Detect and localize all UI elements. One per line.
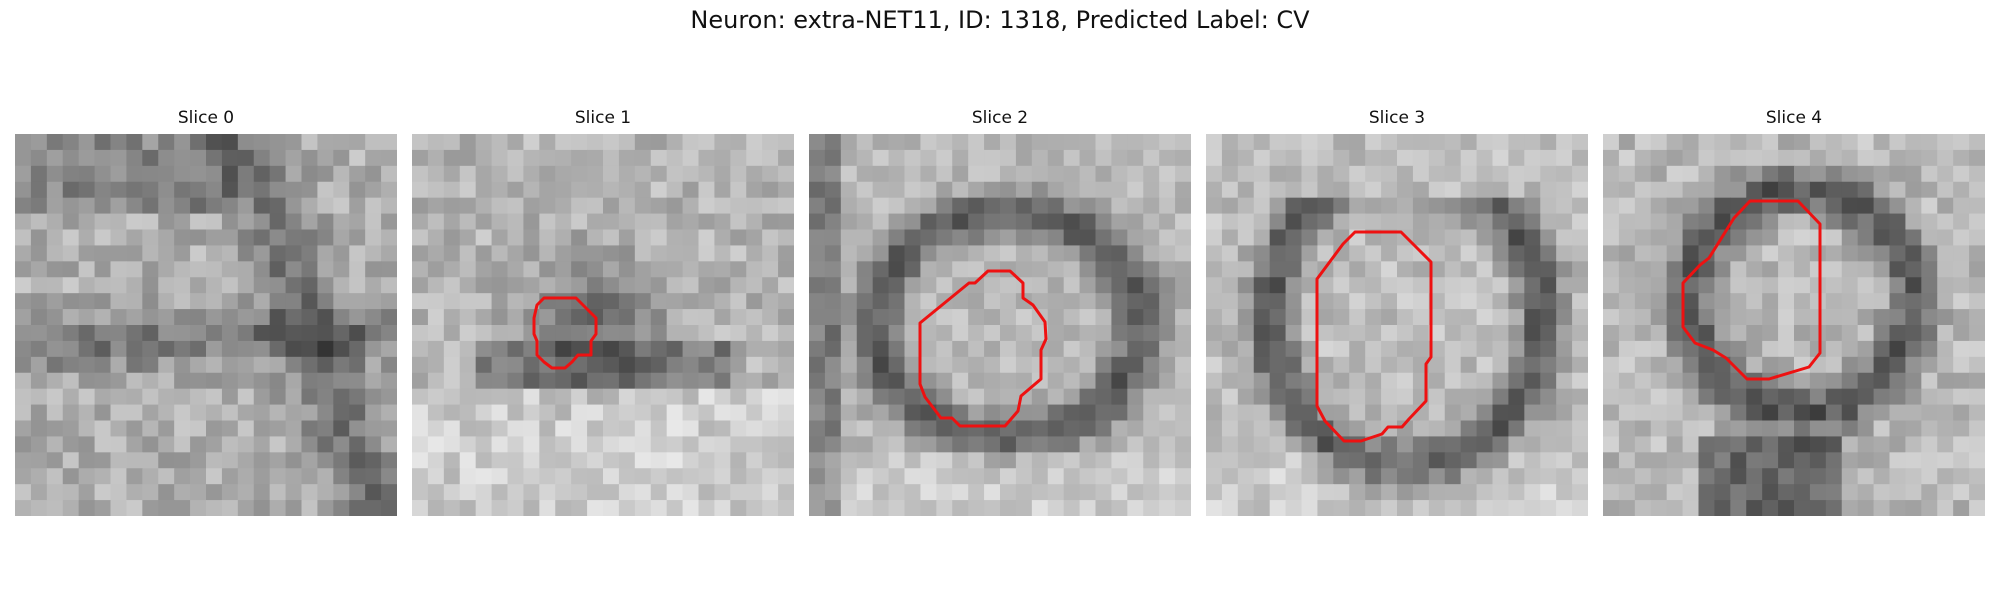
- slice-panel-1: Slice 1: [412, 0, 794, 600]
- segmentation-contour: [1681, 199, 1822, 381]
- slice-panel-4: Slice 4: [1603, 0, 1985, 600]
- microscopy-pixels: [809, 134, 1191, 516]
- slice-panel-2: Slice 2: [809, 0, 1191, 600]
- slice-image: [1206, 134, 1588, 516]
- microscopy-pixels: [1206, 134, 1588, 516]
- slice-panel-0: Slice 0: [15, 0, 397, 600]
- slice-image: [809, 134, 1191, 516]
- segmentation-contour: [532, 296, 598, 370]
- microscopy-pixels: [1603, 134, 1985, 516]
- segmentation-contour: [918, 269, 1048, 428]
- slice-panel-3: Slice 3: [1206, 0, 1588, 600]
- slice-image: [1603, 134, 1985, 516]
- slice-title: Slice 1: [574, 108, 632, 128]
- figure-title: Neuron: extra-NET11, ID: 1318, Predicted…: [690, 6, 1310, 34]
- slice-title: Slice 4: [1765, 108, 1823, 128]
- microscopy-pixels: [15, 134, 397, 516]
- slice-image: [15, 134, 397, 516]
- segmentation-contour: [1315, 230, 1433, 443]
- slice-title: Slice 2: [971, 108, 1029, 128]
- microscopy-pixels: [412, 134, 794, 516]
- slice-image: [412, 134, 794, 516]
- slice-title: Slice 0: [177, 108, 235, 128]
- slice-title: Slice 3: [1368, 108, 1426, 128]
